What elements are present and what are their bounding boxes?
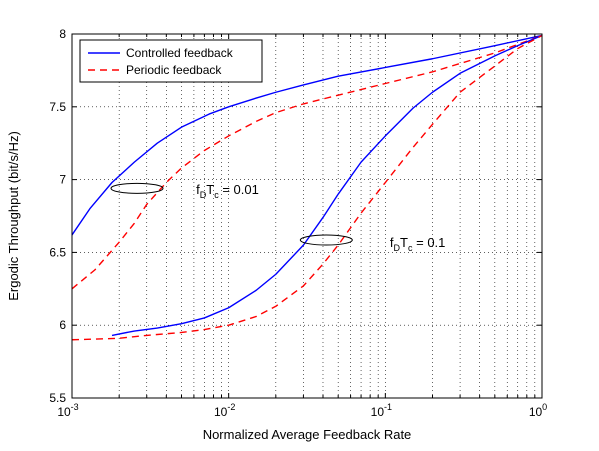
plot-frame <box>71 33 543 399</box>
x-tick-base: 10 <box>57 405 71 419</box>
legend-label: Controlled feedback <box>126 46 234 60</box>
controlled-feedback-line-group-1 <box>71 34 543 236</box>
x-tick-exponent: -2 <box>227 402 235 412</box>
x-tick-exponent: -3 <box>71 402 79 412</box>
x-tick-exponent: -1 <box>384 402 392 412</box>
y-tick-label: 7.5 <box>49 100 66 114</box>
legend-box <box>79 39 263 83</box>
annotation-f: f <box>196 182 200 197</box>
annotation-fsub: D <box>200 190 207 200</box>
x-tick-base: 10 <box>529 405 543 419</box>
x-tick-exponent: 0 <box>542 402 547 412</box>
x-tick-base: 10 <box>214 405 228 419</box>
y-axis-label: Ergodic Throughput (bit/s/Hz) <box>6 131 21 301</box>
x-axis-label: Normalized Average Feedback Rate <box>203 427 412 442</box>
annotation-label: fDTc = 0.01 <box>196 182 259 200</box>
annotation-value: = 0.01 <box>219 182 259 197</box>
annotation-fsub: D <box>394 243 401 253</box>
x-tick-label: 10-1 <box>371 402 392 419</box>
y-tick-label: 7 <box>59 173 66 187</box>
y-tick-label: 5.5 <box>49 391 66 405</box>
annotation-f: f <box>390 235 394 250</box>
annotation-value: = 0.1 <box>413 235 446 250</box>
annotation-ellipse <box>299 234 353 246</box>
periodic-feedback-line-group-1 <box>71 34 543 290</box>
y-tick-label: 8 <box>59 27 66 41</box>
y-tick-label: 6 <box>59 318 66 332</box>
x-tick-base: 10 <box>371 405 385 419</box>
x-tick-label: 10-3 <box>57 402 78 419</box>
legend-label: Periodic feedback <box>126 63 222 77</box>
annotation-label: fDTc = 0.1 <box>390 235 445 253</box>
annotation-tsub: c <box>408 243 413 253</box>
annotation-t: T <box>400 235 408 250</box>
periodic-feedback-line-group-2 <box>71 34 543 341</box>
annotation-tsub: c <box>214 190 219 200</box>
grid <box>72 34 542 398</box>
annotation-t: T <box>206 182 214 197</box>
annotation-ellipse <box>110 182 164 194</box>
controlled-feedback-line-group-2 <box>111 34 543 337</box>
legend: Controlled feedback Periodic feedback <box>79 39 263 83</box>
y-tick-label: 6.5 <box>49 245 66 259</box>
series-lines <box>71 34 543 341</box>
x-tick-label: 100 <box>529 402 547 419</box>
x-tick-label: 10-2 <box>214 402 235 419</box>
